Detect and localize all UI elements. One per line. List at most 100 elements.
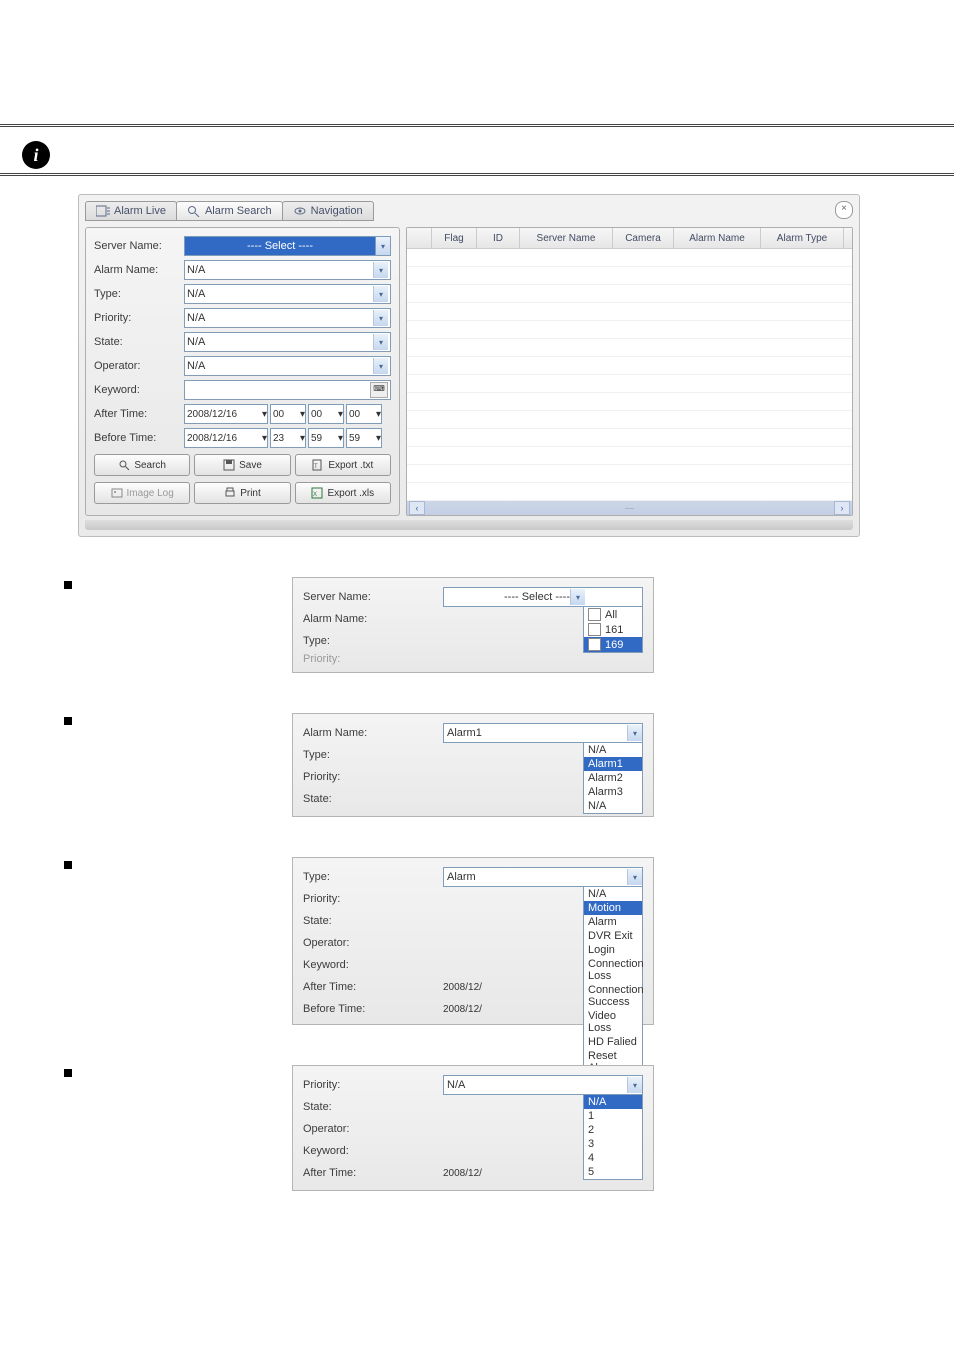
server-name-combo[interactable]: ---- Select ---- — [184, 236, 376, 256]
button-label: Export .txt — [328, 460, 373, 471]
dropdown-option[interactable]: Connection Success — [584, 983, 642, 1009]
server-option[interactable]: All — [584, 607, 642, 622]
save-button[interactable]: Save — [194, 454, 290, 476]
chevron-down-icon: ▾ — [627, 725, 642, 741]
dropdown-option[interactable]: Alarm3 — [584, 785, 642, 799]
server-option[interactable]: 161 — [584, 622, 642, 637]
table-row[interactable] — [407, 375, 852, 393]
chevron-down-icon[interactable]: ▾ — [376, 236, 391, 256]
after-hh[interactable]: 00▾ — [270, 404, 306, 424]
dropdown-option[interactable]: N/A — [584, 799, 642, 813]
state-combo[interactable]: N/A ▾ — [184, 332, 391, 352]
keyboard-icon[interactable]: ⌨ — [370, 382, 388, 398]
checkbox-icon[interactable] — [588, 608, 601, 621]
keyword-label: Keyword: — [303, 959, 443, 971]
table-row[interactable] — [407, 357, 852, 375]
dropdown-option[interactable]: Alarm1 — [584, 757, 642, 771]
table-row[interactable] — [407, 447, 852, 465]
results-table: FlagIDServer NameCameraAlarm NameAlarm T… — [406, 227, 853, 516]
alarm-options-list[interactable]: N/AAlarm1Alarm2Alarm3N/A — [583, 742, 643, 814]
table-row[interactable] — [407, 483, 852, 501]
table-row[interactable] — [407, 465, 852, 483]
dropdown-option[interactable]: 2 — [584, 1123, 642, 1137]
server-option[interactable]: ✓169 — [584, 637, 642, 652]
table-row[interactable] — [407, 285, 852, 303]
dropdown-option[interactable]: Alarm2 — [584, 771, 642, 785]
column-header-id[interactable]: ID — [477, 228, 520, 248]
operator-label: Operator: — [303, 1123, 443, 1135]
dropdown-option[interactable]: HD Falied — [584, 1035, 642, 1049]
table-row[interactable] — [407, 411, 852, 429]
dropdown-option[interactable]: N/A — [584, 743, 642, 757]
scroll-right-icon[interactable]: › — [834, 501, 850, 515]
dropdown-option[interactable]: 4 — [584, 1151, 642, 1165]
keyword-input[interactable]: ⌨ — [184, 380, 391, 400]
alarm-name-combo[interactable]: N/A ▾ — [184, 260, 391, 280]
type-options-list[interactable]: N/AMotionAlarmDVR ExitLoginConnection Lo… — [583, 886, 643, 1076]
column-header-camera[interactable]: Camera — [613, 228, 674, 248]
close-icon[interactable]: × — [835, 201, 853, 219]
alarm-name-combo[interactable]: Alarm1 ▾ — [443, 723, 643, 743]
chevron-down-icon: ▾ — [373, 262, 388, 278]
type-combo[interactable]: Alarm ▾ — [443, 867, 643, 887]
state-label: State: — [303, 793, 443, 805]
after-ss[interactable]: 00▾ — [346, 404, 382, 424]
dropdown-option[interactable]: N/A — [584, 887, 642, 901]
column-header-alarm_type[interactable]: Alarm Type — [761, 228, 844, 248]
dropdown-option[interactable]: DVR Exit — [584, 929, 642, 943]
table-row[interactable] — [407, 321, 852, 339]
dropdown-option[interactable]: Motion — [584, 901, 642, 915]
alarm-name-dropdown-example: Alarm Name: Alarm1 ▾ Type: Priority: Sta… — [292, 713, 654, 817]
operator-label: Operator: — [303, 937, 443, 949]
dropdown-option[interactable]: 3 — [584, 1137, 642, 1151]
after-mm[interactable]: 00▾ — [308, 404, 344, 424]
chevron-down-icon: ▾ — [262, 433, 267, 444]
combo-value: N/A — [187, 360, 205, 372]
horizontal-scrollbar[interactable]: ‹ ⎯⎯ › — [407, 501, 852, 515]
print-button[interactable]: Print — [194, 482, 290, 504]
combo-value: N/A — [187, 264, 205, 276]
server-options-list[interactable]: All161✓169 — [583, 606, 643, 653]
table-row[interactable] — [407, 393, 852, 411]
tab-alarm-search[interactable]: Alarm Search — [176, 201, 283, 221]
dropdown-option[interactable]: 5 — [584, 1165, 642, 1179]
table-row[interactable] — [407, 303, 852, 321]
table-header-tail — [844, 228, 852, 248]
priority-options-list[interactable]: N/A12345 — [583, 1094, 643, 1180]
tab-alarm-live[interactable]: Alarm Live — [85, 201, 177, 221]
image-log-icon — [111, 487, 123, 499]
dropdown-option[interactable]: 1 — [584, 1109, 642, 1123]
dropdown-option[interactable]: N/A — [584, 1095, 642, 1109]
table-row[interactable] — [407, 339, 852, 357]
scroll-left-icon[interactable]: ‹ — [409, 501, 425, 515]
column-header-server_name[interactable]: Server Name — [520, 228, 613, 248]
priority-combo[interactable]: N/A ▾ — [443, 1075, 643, 1095]
export-xls-button[interactable]: X Export .xls — [295, 482, 391, 504]
image-log-button[interactable]: Image Log — [94, 482, 190, 504]
bullet-icon — [64, 1069, 72, 1077]
dropdown-option[interactable]: Alarm — [584, 915, 642, 929]
before-date-combo[interactable]: 2008/12/16▾ — [184, 428, 268, 448]
column-header-flag[interactable]: Flag — [432, 228, 477, 248]
priority-combo[interactable]: N/A ▾ — [184, 308, 391, 328]
table-row[interactable] — [407, 429, 852, 447]
dropdown-option[interactable]: Video Loss — [584, 1009, 642, 1035]
before-hh[interactable]: 23▾ — [270, 428, 306, 448]
before-ss[interactable]: 59▾ — [346, 428, 382, 448]
tab-navigation[interactable]: Navigation — [282, 201, 374, 221]
before-mm[interactable]: 59▾ — [308, 428, 344, 448]
dropdown-option[interactable]: Connection Loss — [584, 957, 642, 983]
table-row[interactable] — [407, 249, 852, 267]
checkbox-icon[interactable] — [588, 623, 601, 636]
export-txt-button[interactable]: T Export .txt — [295, 454, 391, 476]
operator-combo[interactable]: N/A ▾ — [184, 356, 391, 376]
type-combo[interactable]: N/A ▾ — [184, 284, 391, 304]
search-button[interactable]: Search — [94, 454, 190, 476]
bullet-icon — [64, 717, 72, 725]
server-name-combo[interactable]: ---- Select ---- ▾ — [443, 587, 643, 607]
checkbox-icon[interactable]: ✓ — [588, 638, 601, 651]
after-date-combo[interactable]: 2008/12/16▾ — [184, 404, 268, 424]
table-row[interactable] — [407, 267, 852, 285]
column-header-alarm_name[interactable]: Alarm Name — [674, 228, 761, 248]
dropdown-option[interactable]: Login — [584, 943, 642, 957]
